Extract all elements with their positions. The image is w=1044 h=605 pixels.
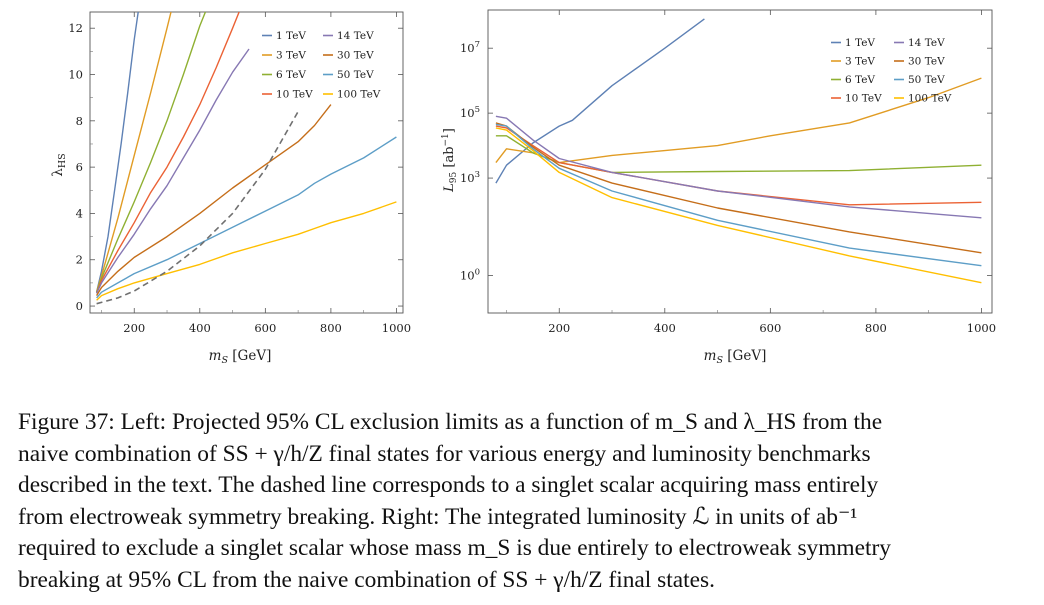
x-axis-label: mS [GeV] [209,348,272,366]
caption-line: Figure 37: Left: Projected 95% CL exclus… [18,409,883,435]
legend-label: 3 TeV [276,50,306,62]
series-line [95,12,172,293]
series-line [96,136,397,299]
caption-line: from electroweak symmetry breaking. Righ… [18,503,858,530]
y-tick-label: 6 [76,160,83,174]
y-tick-label: 12 [68,21,83,35]
y-axis-label: λHS [50,153,68,176]
series-line [495,127,982,284]
y-tick-label: 100 [460,267,480,282]
y-tick-label: 10 [68,68,83,82]
legend-label: 3 TeV [845,56,875,68]
series-line-dashed [96,111,299,305]
legend: 1 TeV 3 TeV 6 TeV 10 TeV 14 TeV 30 TeV 50 TeV 1… [262,30,381,101]
series-group [95,12,397,305]
series-line [96,201,397,301]
y-tick-label: 2 [76,253,83,267]
legend-label: 1 TeV [845,37,875,49]
legend-label: 14 TeV [337,30,374,42]
legend-label: 1 TeV [276,30,306,42]
x-tick-label: 600 [254,321,276,335]
series-line [96,104,332,296]
y-tick-label: 107 [460,40,480,55]
legend-label: 100 TeV [908,93,952,105]
legend-label: 14 TeV [908,37,945,49]
plot-frame [487,9,993,314]
y-tick-label: 8 [76,114,83,128]
y-axis-label: L95 [ab−1] [441,128,459,193]
series-line [95,12,139,293]
series-line [495,115,982,219]
caption-line: naive combination of SS + γ/h/Z final st… [18,440,871,467]
legend: 1 TeV 3 TeV 6 TeV 10 TeV 14 TeV 30 TeV 50 TeV 1… [831,37,952,105]
x-tick-label: 800 [320,321,342,335]
figure: 200 400 600 800 1000 0 2 4 6 8 10 12 mS [GeV] λHS 1 Te… [50,9,996,366]
y-tick-label: 105 [460,105,480,120]
figure-caption: Figure 37: Left: Projected 95% CL exclus… [18,407,1032,596]
x-tick-label: 1000 [382,321,411,335]
left-chart: 200 400 600 800 1000 0 2 4 6 8 10 12 mS [GeV] λHS 1 Te… [50,11,411,366]
legend-label: 30 TeV [337,50,374,62]
legend-label: 100 TeV [337,89,381,101]
caption-line: required to exclude a singlet scalar who… [18,535,891,561]
x-tick-label: 800 [865,321,887,335]
legend-label: 6 TeV [845,74,875,86]
legend-label: 50 TeV [908,74,945,86]
series-line [495,125,982,206]
legend-label: 50 TeV [337,69,374,81]
series-line [495,18,705,184]
legend-label: 30 TeV [908,56,945,68]
x-tick-label: 400 [189,321,211,335]
caption-line: breaking at 95% CL from the naive combin… [18,566,715,593]
y-tick-label: 0 [76,299,83,313]
series-line [495,123,982,267]
x-tick-label: 400 [654,321,676,335]
caption-line: described in the text. The dashed line c… [18,472,879,498]
x-tick-label: 200 [123,321,145,335]
y-tick-label: 103 [460,170,480,185]
legend-label: 10 TeV [276,89,313,101]
plot-frame [89,11,404,314]
x-tick-label: 200 [548,321,570,335]
right-chart: 200 400 600 800 1000 100 103 105 107 mS [GeV] L95 … [441,9,996,366]
series-line [95,12,240,294]
series-line [95,12,207,293]
x-tick-label: 600 [759,321,781,335]
x-axis-label: mS [GeV] [704,348,767,366]
series-group [495,18,982,284]
legend-label: 10 TeV [845,93,882,105]
x-tick-label: 1000 [967,321,996,335]
legend-label: 6 TeV [276,69,306,81]
y-tick-label: 4 [76,206,83,220]
series-line [95,48,250,294]
series-line [495,77,982,164]
